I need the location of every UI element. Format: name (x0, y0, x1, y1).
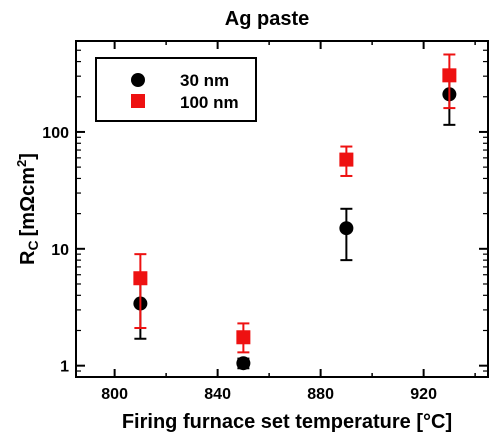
y-tick-label: 1 (60, 359, 69, 376)
y-axis-title-main: R (17, 250, 39, 265)
legend-marker-100nm (131, 94, 145, 108)
y-axis-title-superscript: 2 (14, 160, 29, 167)
x-tick-label: 880 (307, 386, 334, 403)
legend-label-30nm: 30 nm (180, 71, 229, 90)
point-100nm (442, 68, 457, 83)
x-axis-title: Firing furnace set temperature [°C] (122, 411, 452, 433)
point-100nm (339, 152, 354, 167)
y-tick-label: 10 (51, 242, 69, 259)
point-30nm (236, 356, 251, 371)
x-tick-label: 920 (410, 386, 437, 403)
x-tick-label: 800 (101, 386, 128, 403)
legend-marker-30nm (131, 73, 145, 87)
y-axis-title-units-close: ] (17, 153, 39, 160)
y-axis-title: RC [mΩcm2] (14, 153, 41, 265)
y-tick-labels: 1 10 100 (42, 125, 69, 376)
legend: 30 nm 100 nm (95, 57, 257, 122)
chart-title: Ag paste (225, 8, 309, 30)
plot-frame (75, 40, 489, 378)
point-100nm (236, 330, 251, 345)
point-30nm (339, 221, 354, 236)
axis-ticks (76, 41, 488, 377)
y-tick-label: 100 (42, 125, 69, 142)
y-axis-title-subscript: C (25, 240, 41, 250)
legend-box (95, 57, 257, 122)
x-tick-label: 840 (204, 386, 231, 403)
x-tick-labels: 800 840 880 920 (101, 386, 437, 403)
y-axis-title-units: [mΩcm (17, 167, 39, 236)
legend-label-100nm: 100 nm (180, 93, 239, 112)
point-100nm (133, 271, 148, 286)
data-marks (133, 53, 457, 371)
